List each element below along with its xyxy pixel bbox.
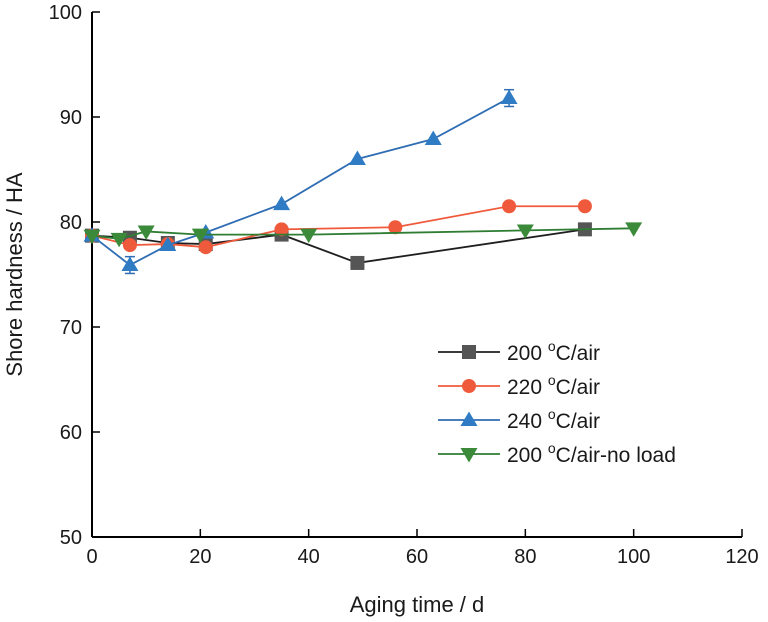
point-1-6 xyxy=(502,199,517,214)
y-tick-label-70: 70 xyxy=(60,317,82,339)
legend-label-value-0: 200 xyxy=(507,342,548,365)
legend-marker-2 xyxy=(460,411,478,426)
legend-label-degree-2: o xyxy=(548,406,556,422)
legend-label-unit-0: C/air xyxy=(556,342,600,365)
y-tick-label-60: 60 xyxy=(60,422,82,444)
legend-marker-0 xyxy=(462,345,476,359)
legend-label-2: 240 oC/air xyxy=(507,406,600,433)
point-1-7 xyxy=(577,199,592,214)
legend-marker-3 xyxy=(460,448,478,463)
tick-labels: 0 20 40 60 80 100 120 50 60 70 80 90 100 xyxy=(49,2,759,568)
legend-label-unit-2: C/air xyxy=(556,410,600,433)
point-3-5 xyxy=(516,224,534,239)
legend-label-1: 220 oC/air xyxy=(507,372,600,399)
legend-marker-1 xyxy=(462,379,476,393)
x-tick-label-60: 60 xyxy=(406,546,428,568)
legend-label-0: 200 oC/air xyxy=(507,338,600,365)
point-2-2 xyxy=(159,236,177,252)
legend-entry-2: 240 oC/air xyxy=(438,406,600,433)
legend-entry-3: 200 oC/air-no load xyxy=(438,440,676,467)
x-axis-title: Aging time / d xyxy=(350,592,485,617)
x-tick-label-40: 40 xyxy=(298,546,320,568)
y-tick-label-80: 80 xyxy=(60,212,82,234)
point-3-3 xyxy=(191,228,209,244)
point-1-1 xyxy=(122,238,137,253)
point-1-3 xyxy=(198,240,213,255)
y-tick-label-100: 100 xyxy=(49,2,82,24)
point-1-5 xyxy=(388,220,403,235)
point-3-4 xyxy=(300,228,318,244)
series-line-2 xyxy=(91,97,510,267)
tick-marks xyxy=(91,11,743,538)
series-3 xyxy=(83,222,643,248)
legend-entry-1: 220 oC/air xyxy=(438,372,600,399)
point-2-6 xyxy=(424,130,442,145)
legend-label-value-2: 240 xyxy=(507,410,548,433)
x-tick-label-100: 100 xyxy=(617,546,650,568)
x-tick-label-80: 80 xyxy=(514,546,536,568)
point-3-6 xyxy=(625,222,643,237)
point-0-5 xyxy=(350,255,365,270)
y-tick-label-50: 50 xyxy=(60,527,82,549)
x-tick-label-20: 20 xyxy=(189,546,211,568)
legend-label-unit-3: C/air-no load xyxy=(556,444,676,467)
series-2 xyxy=(83,88,518,275)
point-2-7 xyxy=(500,89,518,105)
series-0 xyxy=(85,222,592,270)
y-tick-label-90: 90 xyxy=(60,107,82,129)
legend-label-unit-1: C/air xyxy=(556,376,600,399)
point-3-2 xyxy=(137,225,155,240)
series-layer xyxy=(83,88,643,275)
legend-label-value-1: 220 xyxy=(507,376,548,399)
x-tick-label-120: 120 xyxy=(725,546,758,568)
legend-label-degree-3: o xyxy=(548,440,556,456)
point-2-5 xyxy=(348,150,366,165)
legend-label-value-3: 200 xyxy=(507,444,548,467)
point-3-0 xyxy=(83,229,101,245)
point-3-1 xyxy=(110,232,128,248)
point-2-4 xyxy=(273,195,291,211)
legend-label-3: 200 oC/air-no load xyxy=(507,440,676,467)
y-axis-title: Shore hardness / HA xyxy=(2,172,27,377)
legend-entry-0: 200 oC/air xyxy=(438,338,600,365)
legend-label-degree-1: o xyxy=(548,372,556,388)
legend-label-degree-0: o xyxy=(548,338,556,354)
x-tick-label-0: 0 xyxy=(86,546,97,568)
point-1-4 xyxy=(274,222,289,237)
point-2-1 xyxy=(121,256,139,271)
